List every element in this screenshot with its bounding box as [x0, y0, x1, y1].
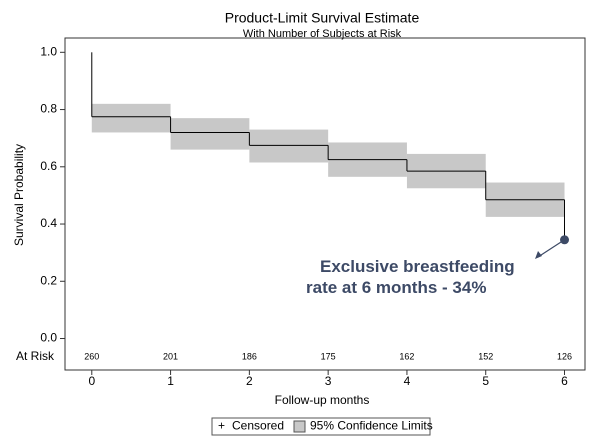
at-risk-count: 260 — [84, 351, 99, 361]
legend-label: 95% Confidence Limits — [310, 419, 433, 433]
at-risk-count: 126 — [557, 351, 572, 361]
y-tick-label: 0.0 — [40, 331, 57, 345]
legend-box — [211, 417, 431, 436]
at-risk-count: 175 — [321, 351, 336, 361]
confidence-band — [249, 129, 329, 163]
plot-frame — [64, 37, 586, 371]
legend-label: Censored — [232, 419, 284, 433]
highlight-point — [560, 235, 570, 245]
annotation-arrow — [537, 239, 565, 258]
annotation: rate at 6 months - 34% — [306, 278, 486, 297]
x-axis-label: Follow-up months — [275, 393, 370, 407]
arrow-head — [535, 251, 542, 259]
confidence-band — [91, 103, 171, 133]
annotation: Exclusive breastfeeding — [320, 257, 515, 276]
y-tick-label: 0.8 — [40, 102, 57, 116]
x-tick-label: 4 — [404, 374, 411, 388]
at-risk-count: 162 — [399, 351, 414, 361]
at-risk-label: At Risk — [16, 349, 55, 363]
y-tick-label: 1.0 — [40, 44, 57, 58]
confidence-band — [170, 118, 250, 150]
legend-censor-symbol: + — [218, 419, 225, 433]
x-tick-label: 0 — [88, 374, 95, 388]
x-tick-label: 5 — [482, 374, 489, 388]
x-tick-label: 6 — [561, 374, 568, 388]
chart-title: Product-Limit Survival Estimate — [225, 10, 420, 26]
y-axis-label: Survival Probability — [12, 144, 26, 246]
chart-subtitle: With Number of Subjects at Risk — [243, 28, 402, 40]
y-tick-label: 0.2 — [40, 273, 57, 287]
at-risk-count: 201 — [163, 351, 178, 361]
legend-swatch — [293, 420, 306, 433]
y-tick-label: 0.4 — [40, 216, 57, 230]
x-tick-label: 2 — [246, 374, 253, 388]
x-tick-label: 1 — [167, 374, 174, 388]
at-risk-count: 152 — [478, 351, 493, 361]
at-risk-count: 186 — [242, 351, 257, 361]
x-tick-label: 3 — [325, 374, 332, 388]
y-tick-label: 0.6 — [40, 159, 57, 173]
